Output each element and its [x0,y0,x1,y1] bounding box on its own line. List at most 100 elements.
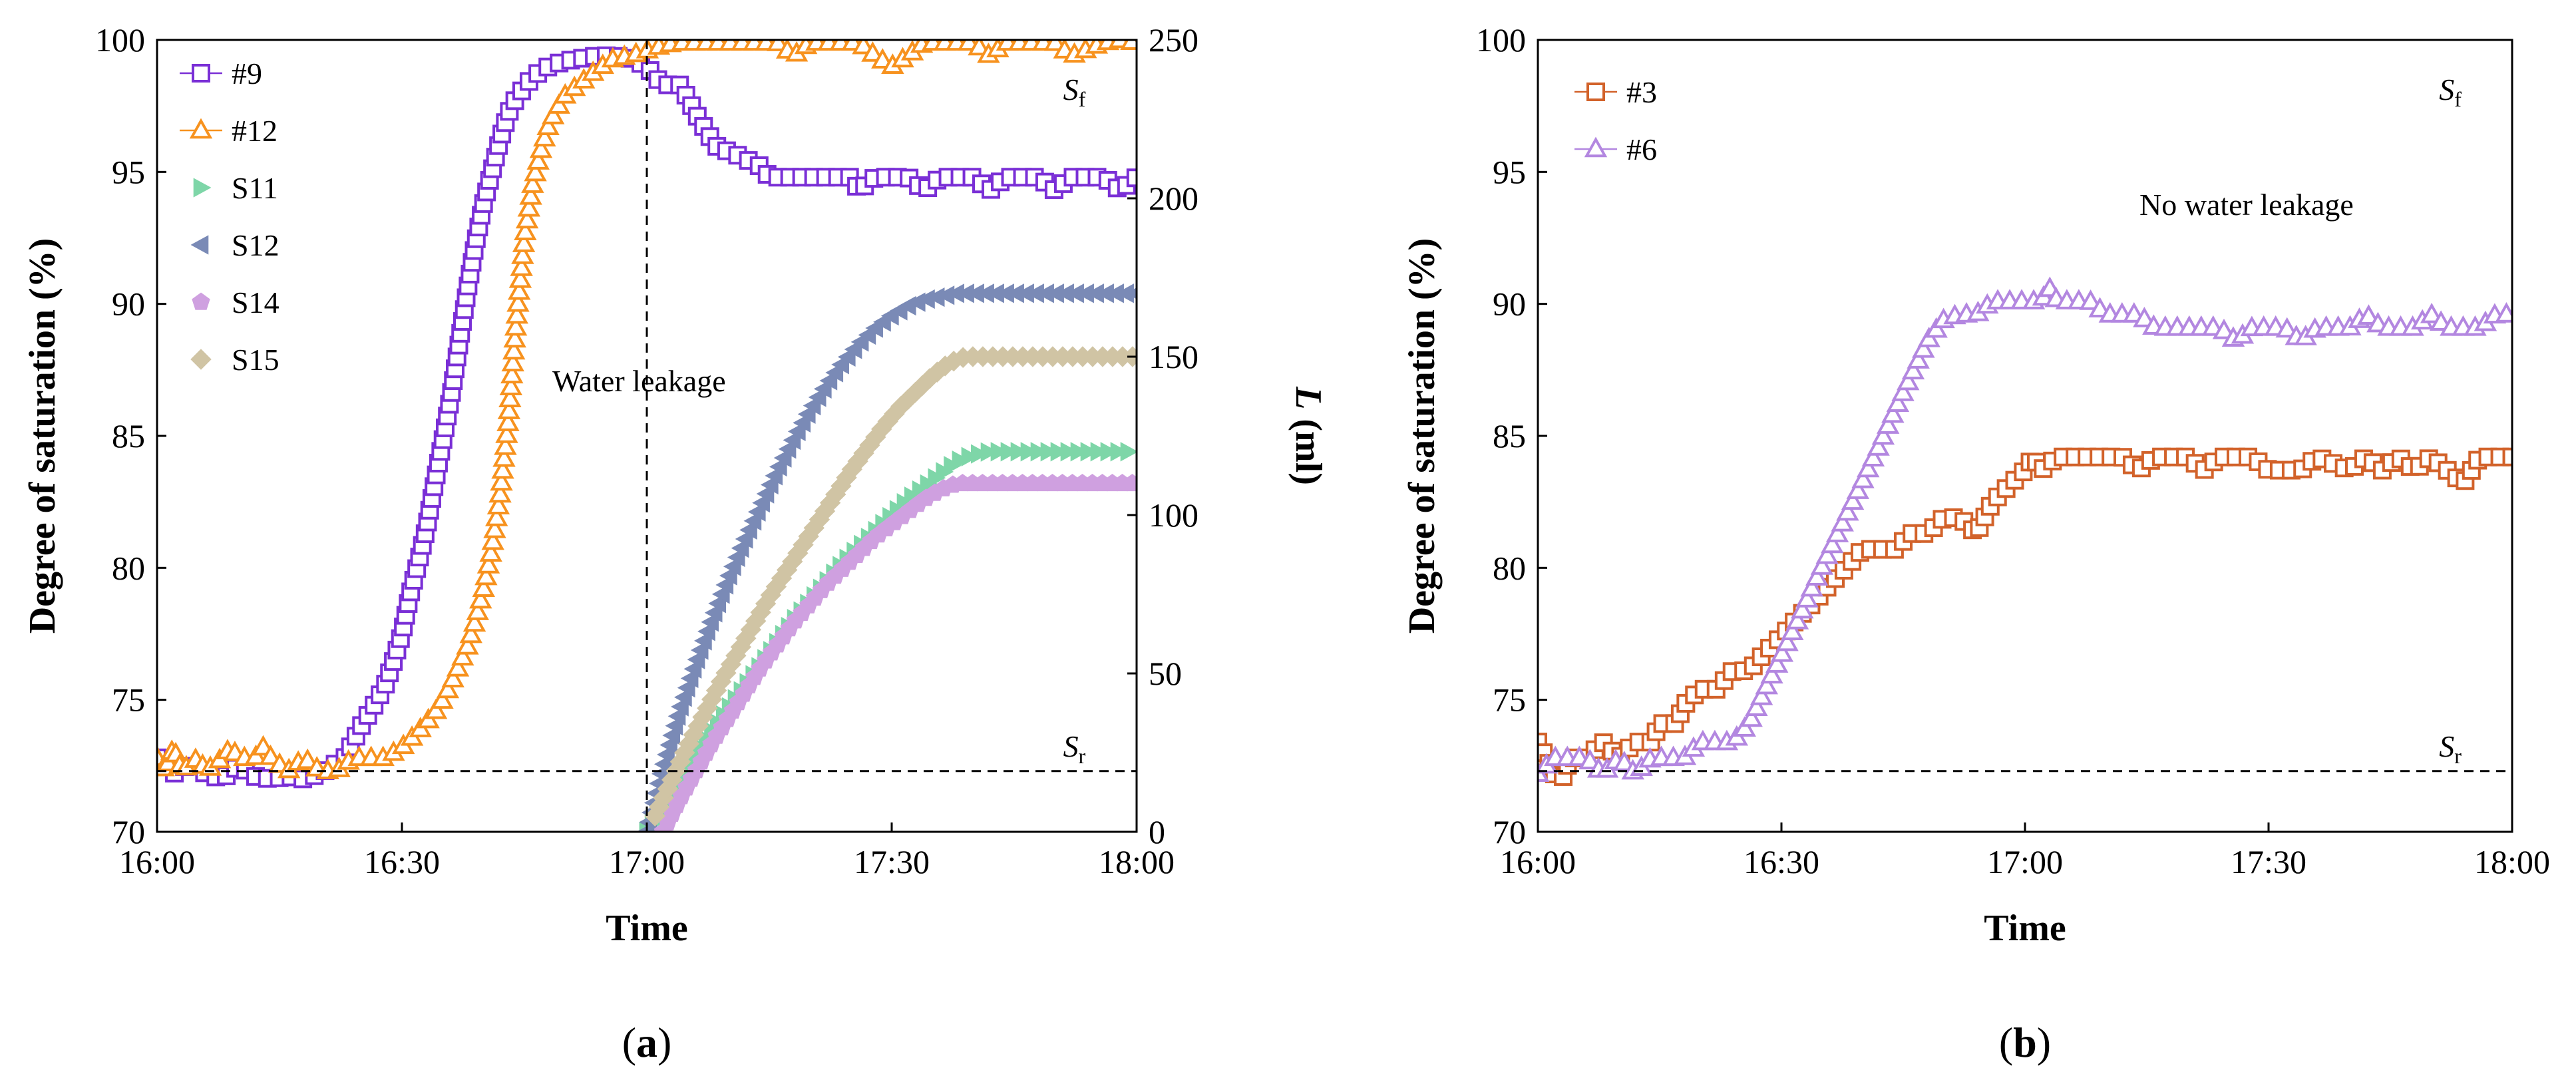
panel-b-ref-label-sr: Sr [2439,729,2462,768]
panel-b-point-n3 [2456,471,2475,490]
panel-a-axes: 70 75 80 85 90 95 100 0 50 100 150 200 250 16:00 16:30… [95,21,1198,880]
panel-b-y-tick-label: 85 [1493,417,1526,454]
panel-a-point-s11 [1020,442,1039,462]
panel-a-point-n12 [494,434,517,455]
panel-b-point-n6 [1841,489,1865,510]
panel-a-point-n12 [497,399,521,419]
panel-b-y-tick-label: 80 [1493,549,1526,586]
panel-a-point-s12 [636,822,655,832]
panel-b-point-n6 [1831,510,1854,532]
panel-a-point-n12 [259,744,282,765]
panel-b-point-n6 [1800,576,1823,597]
panel-a-point-n12 [459,622,482,643]
panel-a-legend-label: S14 [232,285,279,319]
panel-b-point-n6 [1881,402,1905,423]
panel-a-point-n12 [498,387,522,407]
panel-b-legend-swatch-n3 [1586,83,1605,101]
panel-b-series-n6 [1538,276,2512,782]
panel-a-point-s11 [980,442,999,462]
panel-b-point-n3 [1722,662,1742,681]
panel-a-y2-tick-label: 50 [1149,655,1182,692]
panel-a-point-s11 [1070,442,1089,462]
panel-b-point-n6 [1821,532,1844,554]
panel-a-legend-item-s12: S12 [190,228,279,262]
panel-a-point-n12 [295,748,319,769]
panel-b-legend-label: #3 [1626,75,1657,109]
panel-a-ref-label-sf: Sf [1063,73,1086,111]
panel-a-point-n12 [512,232,536,252]
panel-b-point-n6 [2357,304,2380,325]
panel-b-point-n6 [1775,630,1799,651]
panel-b-legend-item-n3: #3 [1574,75,1657,109]
panel-a-y2-axis-title: L (ml) [1288,386,1329,485]
panel-a-annotation: Water leakage [552,364,726,398]
panel-a-point-n12 [871,48,894,69]
panel-a-y-tick-label: 95 [112,153,145,190]
panel-b-x-axis-title: Time [1984,908,2066,949]
panel-a-x-tick-label: 18:00 [1099,843,1175,880]
panel-a-point-n12 [504,315,528,336]
panel-b-point-n6 [1578,749,1602,770]
panel-a-point-n12 [488,482,512,503]
panel-a-point-n12 [484,506,508,526]
panel-a-point-n12 [533,126,556,147]
panel-b-x-tick-label: 17:00 [1987,843,2063,880]
panel-a-point-n12 [521,172,544,193]
panel-a-point-n12 [861,41,884,62]
panel-a-y-tick-label: 75 [112,681,145,719]
panel-a-point-n12 [441,667,464,688]
panel-b: Sr Sf 70 75 80 85 90 95 100 16:00 16:30 17:00 17:30… [1401,21,2550,1066]
panel-b-point-n6 [1851,467,1875,488]
panel-a-legend-swatch-s12 [190,235,209,255]
panel-a-point-n12 [486,494,510,514]
panel-a-point-s11 [1000,442,1019,462]
panel-a-point-n12 [431,688,454,709]
panel-a-point-n12 [541,104,565,124]
panel-a-point-n12 [446,655,470,677]
panel-b-point-n6 [2079,289,2102,310]
panel-a-y-tick-label: 85 [112,417,145,454]
panel-a-legend-item-s14: S14 [192,285,279,319]
panel-b-x-tick-label: 16:00 [1500,843,1576,880]
panel-b-point-n6 [1755,673,1778,695]
panel-b-legend-label: #6 [1626,132,1657,166]
panel-b-point-n6 [1791,598,1814,619]
panel-b-annotation: No water leakage [2139,188,2354,222]
panel-a-point-n12 [436,677,460,699]
panel-a-point-s12 [1126,287,1137,299]
panel-a-point-s11 [1030,442,1049,462]
panel-a-legend-item-s15: S15 [190,343,279,377]
panel-a-point-n12 [479,541,502,562]
panel-a-series [157,40,1137,832]
panel-b-caption: (b) [1999,1019,2051,1066]
panel-a-point-n12 [501,351,524,372]
panel-a-legend-item-n12: #12 [180,114,277,148]
panel-a-point-n12 [968,40,991,56]
panel-a-point-n12 [510,256,533,276]
panel-a-series-s12 [636,283,1137,832]
panel-a-point-n12 [474,564,498,586]
panel-a-point-n12 [529,137,553,158]
panel-a-y-tick-label: 100 [95,21,145,59]
panel-b-x-tick-label: 17:30 [2231,843,2306,880]
panel-a-point-n12 [491,458,514,479]
panel-a-legend-label: S12 [232,228,279,262]
panel-a-x-tick-label: 16:00 [119,843,195,880]
panel-a-y-tick-label: 80 [112,549,145,586]
panel-a-point-n12 [519,184,542,205]
panel-a-x-tick-label: 17:00 [609,843,685,880]
panel-a-reference-lines: Sr Sf [157,40,1137,832]
panel-b-series-n3 [1538,447,2512,786]
panel-b-point-n6 [2429,310,2453,331]
panel-a-legend-label: S15 [232,343,279,377]
panel-b-point-n6 [1886,391,1910,412]
panel-a-point-s11 [1080,442,1099,462]
panel-b-point-n6 [1781,620,1804,641]
panel-a-point-n12 [547,93,571,114]
panel-b-point-n6 [1770,641,1794,662]
panel-a-legend-swatch-s15 [190,349,212,370]
panel-b-legend-item-n6: #6 [1574,132,1657,166]
panel-b-y-tick-label: 90 [1493,285,1526,323]
panel-a-point-n12 [157,745,169,767]
